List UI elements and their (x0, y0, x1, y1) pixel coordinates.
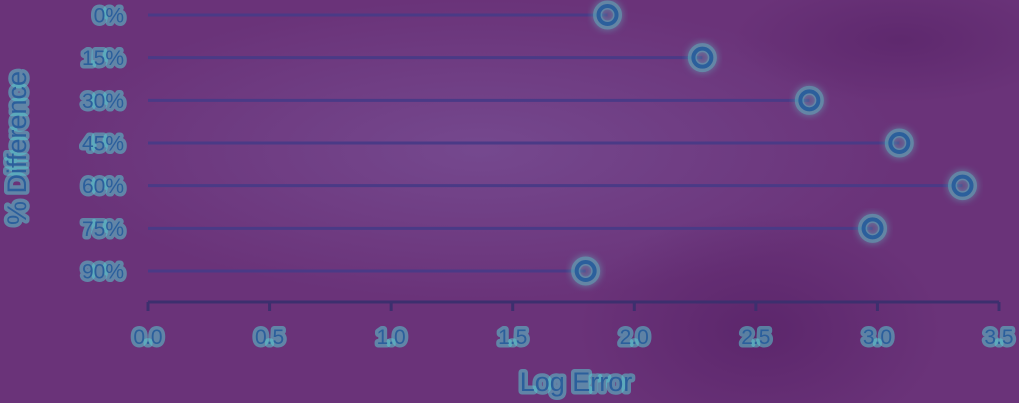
data-marker (888, 132, 911, 155)
y-axis-tick-labels: 0% 15% 30% 45% 60% 75% 90% (78, 1, 127, 287)
data-marker (861, 217, 884, 240)
data-marker (574, 260, 597, 283)
y-tick-label: 60% (82, 175, 124, 198)
x-tick-label: 2.5 (741, 326, 770, 349)
y-tick-label: 15% (82, 47, 124, 70)
y-tick-label: 75% (82, 218, 124, 241)
marker-group (571, 0, 978, 286)
x-axis-title: Log Error (520, 367, 633, 397)
x-tick-label: 2.0 (620, 326, 649, 349)
x-tick-label: 1.5 (498, 326, 527, 349)
data-marker (596, 4, 619, 26)
x-tick-label: 3.0 (863, 326, 892, 349)
data-marker (951, 174, 974, 197)
y-axis-title: % Difference (2, 71, 32, 225)
x-tick-label: 0.0 (133, 326, 162, 349)
y-tick-label: 0% (94, 5, 124, 28)
x-axis: 0.0 0.5 1.0 1.5 2.0 2.5 3.0 3.5 (130, 300, 1017, 353)
data-marker (798, 89, 821, 112)
stem-group (148, 13, 963, 273)
x-tick-label: 0.5 (255, 326, 284, 349)
data-marker (691, 46, 714, 69)
y-tick-label: 45% (82, 133, 124, 156)
x-tick-label: 3.5 (984, 326, 1013, 349)
x-tick-label: 1.0 (377, 326, 406, 349)
y-tick-label: 30% (82, 90, 124, 113)
y-tick-label: 90% (82, 261, 124, 284)
